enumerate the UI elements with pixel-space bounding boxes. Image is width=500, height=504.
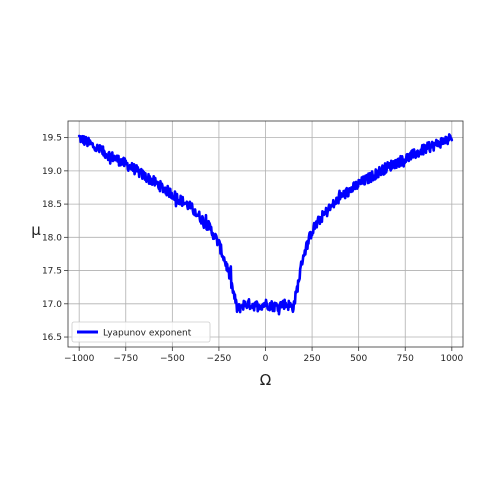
y-tick-label: 18.5 xyxy=(42,200,62,210)
axis-ticks: −1000 −750 −500 −250 0 250 500 750 1000 16.5 17.0 1… xyxy=(42,134,464,364)
y-tick-label: 16.5 xyxy=(42,333,62,343)
series-line-lyapunov-exponent xyxy=(77,133,454,316)
x-tick-label: −750 xyxy=(113,354,138,364)
x-tick-label: −250 xyxy=(207,354,232,364)
x-axis-label: Ω xyxy=(260,371,271,389)
y-tick-label: 17.0 xyxy=(42,300,62,310)
x-tick-label: 1000 xyxy=(440,354,463,364)
y-tick-label: 19.5 xyxy=(42,134,62,144)
legend-box xyxy=(71,321,211,343)
x-tick-label: −500 xyxy=(160,354,185,364)
y-axis-label: μ xyxy=(31,221,41,239)
series-layer xyxy=(77,133,454,316)
x-tick-label: 250 xyxy=(303,354,320,364)
y-tick-label: 17.5 xyxy=(42,267,62,277)
legend-label: Lyapunov exponent xyxy=(103,329,192,339)
x-tick-label: −1000 xyxy=(64,354,95,364)
x-tick-label: 500 xyxy=(350,354,367,364)
legend: Lyapunov exponent xyxy=(71,321,211,343)
x-tick-label: 0 xyxy=(263,354,269,364)
x-tick-label: 750 xyxy=(397,354,414,364)
y-tick-label: 19.0 xyxy=(42,167,62,177)
y-tick-label: 18.0 xyxy=(42,233,62,243)
